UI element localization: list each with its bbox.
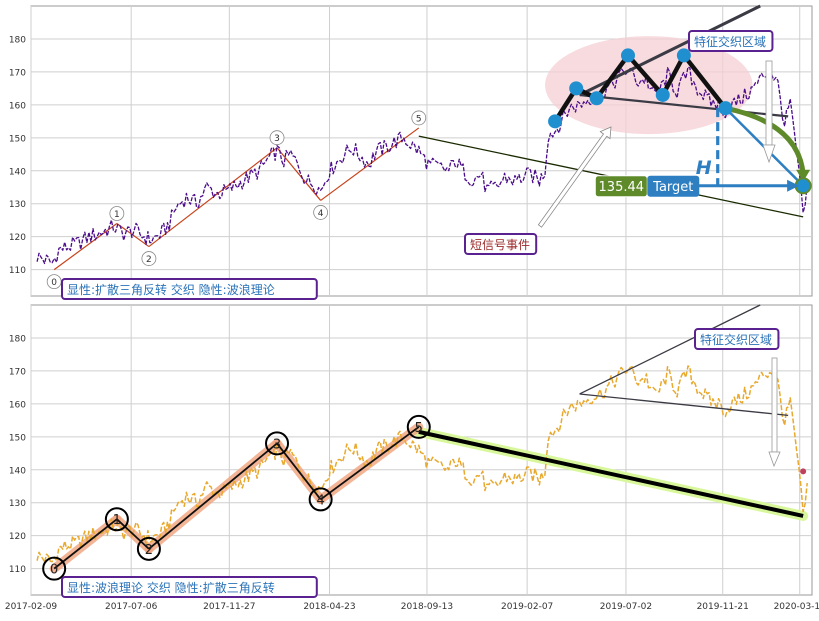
projection-arrowhead: [796, 169, 811, 182]
wave-label: 0: [51, 278, 57, 288]
triangle-lower-line: [579, 393, 789, 417]
wave-label-circle: [313, 205, 329, 220]
pattern-pivot-marker: [548, 114, 563, 129]
wave-segment: [320, 426, 420, 501]
y-tick-label: 110: [9, 266, 26, 276]
zone-pointer-shaft: [765, 60, 773, 146]
bottom-caption: 显性:波浪理论 交织 隐性:扩散三角反转: [67, 580, 275, 595]
wave-segment: [53, 223, 118, 271]
target-value: 135.44: [599, 180, 645, 195]
y-tick-label: 120: [9, 532, 26, 542]
y-tick-label: 130: [9, 499, 26, 509]
wave-label: 5: [415, 421, 423, 436]
y-tick-label: 140: [9, 167, 26, 177]
wave-label-circle: [308, 487, 333, 512]
y-tick-label: 150: [9, 433, 26, 443]
interleave-zone: [545, 36, 753, 135]
target-height-label: H: [696, 157, 712, 179]
wave-label-circle: [406, 414, 431, 439]
x-tick-label: 2018-09-13: [401, 602, 453, 612]
wave-label: 2: [146, 255, 152, 265]
pattern-pivot-marker: [676, 48, 691, 63]
y-tick-label: 130: [9, 200, 26, 210]
bottom-caption-box: [61, 576, 318, 598]
pattern-pivot-marker: [655, 87, 670, 102]
price-series-line: [36, 66, 808, 265]
pattern-pivot-marker: [589, 91, 604, 106]
y-tick-label: 170: [9, 367, 26, 377]
target-label-box: [647, 175, 700, 197]
price-series-line: [36, 365, 808, 564]
triangle-lower-line: [579, 93, 789, 118]
wave-label: 2: [145, 543, 153, 558]
plot-area: [30, 304, 813, 596]
wave-label: 4: [318, 209, 324, 219]
x-tick-label: 2017-07-06: [105, 602, 158, 612]
wave-segment: [116, 518, 150, 550]
zone-pointer-shaft: [771, 357, 778, 453]
wave-segment: [148, 442, 278, 550]
wave-label-circle: [136, 536, 161, 561]
y-tick-label: 140: [9, 466, 26, 476]
triangle-upper-line: [579, 304, 761, 395]
wave-label-circle: [42, 556, 67, 581]
y-tick-label: 180: [9, 35, 26, 45]
signal-label-box: [464, 233, 538, 255]
x-tick-label: 2017-11-27: [203, 602, 255, 612]
signal-label: 短信号事件: [470, 238, 530, 252]
pattern-pivot-marker: [620, 48, 635, 63]
wave-label: 5: [416, 114, 422, 124]
x-tick-label: 2019-07-02: [600, 602, 652, 612]
wave-label: 3: [274, 134, 280, 144]
y-tick-label: 120: [9, 233, 26, 243]
wave-label-circle: [141, 251, 157, 266]
wave-label-circle: [109, 206, 125, 221]
wave-label: 0: [50, 563, 58, 578]
signal-pointer: [537, 126, 612, 228]
x-tick-label: 2019-02-07: [501, 602, 553, 612]
wave-segment: [276, 147, 322, 201]
y-tick-label: 180: [9, 334, 26, 344]
top-caption: 显性:扩散三角反转 交织 隐性:波浪理论: [67, 282, 275, 297]
y-tick-label: 160: [9, 101, 26, 111]
x-tick-label: 2020-03-13: [774, 602, 819, 612]
pattern-pivot-marker: [718, 101, 733, 116]
x-tick-label: 2019-11-21: [697, 602, 749, 612]
target-label: Target: [652, 180, 693, 195]
top-panel: 110 120 130 140 150 160 170 180 0 1 2 3 4 5 H 135.44 Tar…: [9, 4, 813, 300]
wave-segment: [53, 518, 118, 570]
wave-label-circle: [265, 431, 290, 456]
wave-label: 3: [273, 437, 281, 452]
zone-label-box: [694, 328, 780, 350]
top-caption-box: [61, 278, 318, 300]
y-tick-label: 110: [9, 565, 26, 575]
x-tick-label: 2017-02-09: [5, 602, 58, 612]
x-tick-label: 2018-04-23: [303, 602, 355, 612]
zone-pointer-head: [762, 144, 776, 164]
zone-pointer-head: [768, 451, 781, 468]
y-tick-label: 160: [9, 400, 26, 410]
zone-label-box: [688, 30, 774, 52]
zone-label: 特征交织区域: [694, 34, 766, 49]
wave-segment: [148, 147, 278, 248]
pattern-pivot-marker: [569, 81, 584, 96]
wave-label: 4: [316, 493, 324, 508]
target-arrow-head: [787, 179, 800, 192]
wave-label-circle: [411, 110, 427, 126]
wave-label: 1: [114, 210, 120, 220]
wave-label: 1: [113, 513, 121, 528]
y-tick-label: 150: [9, 134, 26, 144]
wave-label-circle: [104, 507, 129, 532]
y-tick-label: 170: [9, 68, 26, 78]
zone-label: 特征交织区域: [700, 332, 772, 347]
projection-curve: [724, 105, 806, 175]
end-marker: [800, 468, 807, 475]
wave-label-circle: [269, 130, 285, 146]
trendline: [418, 429, 804, 518]
